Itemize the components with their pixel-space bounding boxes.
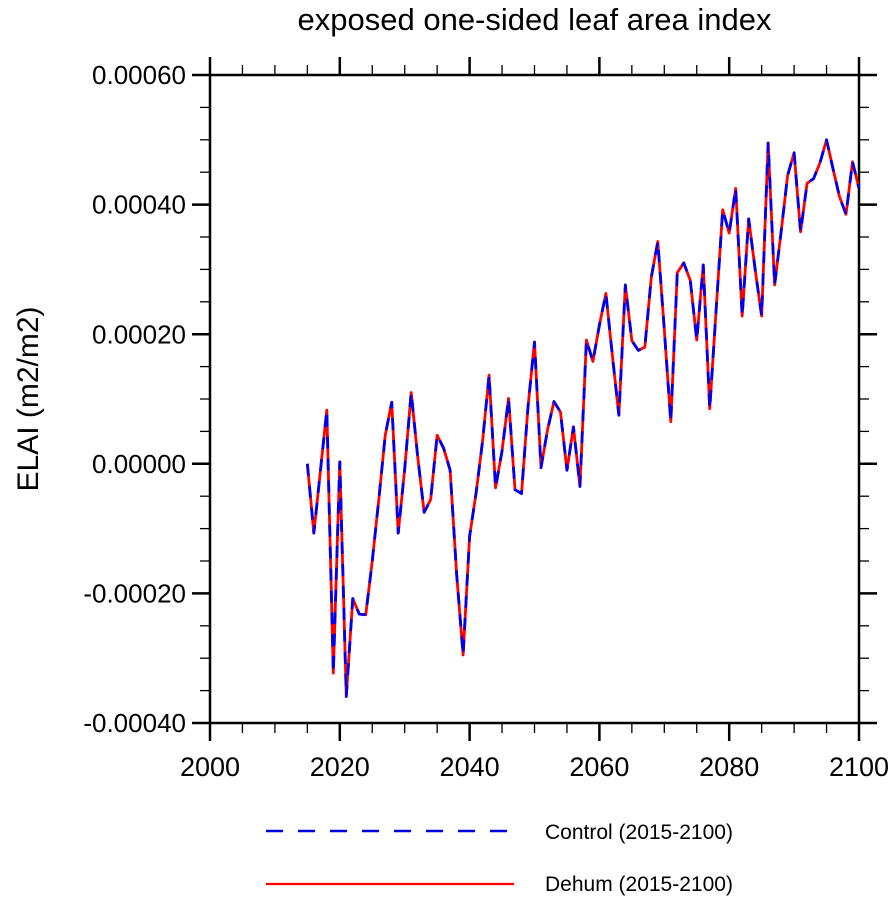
x-tick-label: 2040 (440, 752, 500, 782)
y-tick-label: -0.00020 (83, 579, 186, 609)
legend-label-dehum: Dehum (2015-2100) (545, 873, 733, 896)
y-tick-label: 0.00000 (92, 449, 186, 479)
legend-label-control: Control (2015-2100) (545, 821, 733, 844)
y-tick-label: 0.00020 (92, 319, 186, 349)
chart-title: exposed one-sided leaf area index (298, 2, 772, 37)
series-line-control (305, 138, 861, 698)
x-tick-label: 2060 (569, 752, 629, 782)
x-tick-label: 2100 (829, 752, 889, 782)
y-tick-label: -0.00040 (83, 708, 186, 738)
plot-frame (208, 73, 861, 725)
x-tick-label: 2080 (699, 752, 759, 782)
y-tick-label: 0.00060 (92, 60, 186, 90)
y-tick-label: 0.00040 (92, 190, 186, 220)
x-tick-label: 2000 (180, 752, 240, 782)
x-tick-label: 2020 (310, 752, 370, 782)
y-axis-label: ELAI (m2/m2) (12, 306, 45, 491)
